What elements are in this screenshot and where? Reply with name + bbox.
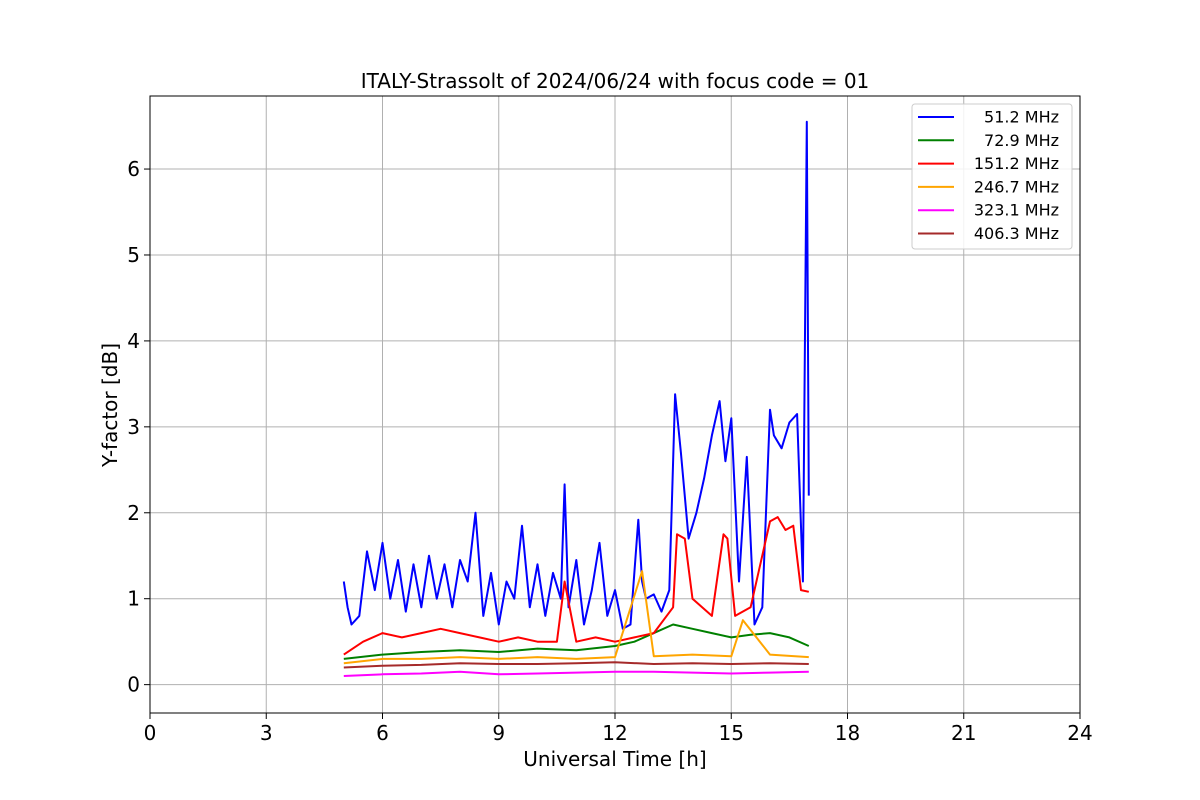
x-tick-label: 21 (951, 721, 976, 745)
y-tick-label: 2 (127, 501, 140, 525)
y-axis: 0 1 2 3 4 5 6 (127, 157, 150, 697)
x-tick-label: 24 (1067, 721, 1092, 745)
series-line-5 (343, 661, 809, 669)
y-tick-label: 6 (127, 157, 140, 181)
x-tick-label: 6 (376, 721, 389, 745)
x-tick-label: 0 (144, 721, 157, 745)
y-tick-label: 3 (127, 415, 140, 439)
legend-label-3: 246.7 MHz (974, 177, 1059, 196)
chart-title: ITALY-Strassolt of 2024/06/24 with focus… (361, 69, 870, 93)
y-tick-label: 4 (127, 329, 140, 353)
legend-label-5: 406.3 MHz (974, 224, 1059, 243)
legend-label-0: 51.2 MHz (984, 108, 1059, 127)
grid (149, 96, 1081, 713)
y-tick-label: 1 (127, 587, 140, 611)
x-tick-label: 9 (492, 721, 505, 745)
x-axis: 0 3 6 9 12 15 18 21 24 (144, 713, 1093, 745)
x-tick-label: 3 (260, 721, 273, 745)
legend-label-1: 72.9 MHz (984, 131, 1059, 150)
series-line-4 (343, 670, 809, 677)
legend: 51.2 MHz 72.9 MHz 151.2 MHz 246.7 MHz 323.1 … (911, 103, 1073, 250)
legend-label-4: 323.1 MHz (974, 201, 1059, 220)
y-axis-label: Y-factor [dB] (98, 343, 122, 468)
series-layer (342, 120, 810, 677)
x-tick-label: 12 (602, 721, 627, 745)
legend-label-2: 151.2 MHz (974, 154, 1059, 173)
y-tick-label: 0 (127, 673, 140, 697)
series-line-3 (343, 570, 809, 665)
y-tick-label: 5 (127, 243, 140, 267)
x-tick-label: 18 (835, 721, 860, 745)
series-line-0 (342, 120, 810, 630)
x-tick-label: 15 (719, 721, 744, 745)
series-line-2 (343, 516, 810, 656)
x-axis-label: Universal Time [h] (523, 747, 706, 771)
